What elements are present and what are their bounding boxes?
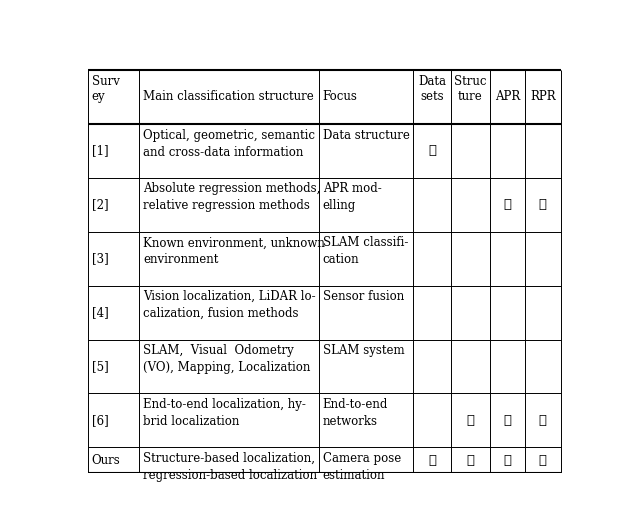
- Text: [2]: [2]: [92, 198, 108, 211]
- Text: Structure-based localization,
regression-based localization: Structure-based localization, regression…: [143, 452, 317, 482]
- Text: [1]: [1]: [92, 144, 108, 157]
- Text: Surv
ey: Surv ey: [92, 74, 120, 103]
- Text: SLAM,  Visual  Odometry
(VO), Mapping, Localization: SLAM, Visual Odometry (VO), Mapping, Loc…: [143, 344, 310, 374]
- Text: Data
sets: Data sets: [418, 74, 446, 103]
- Text: Absolute regression methods,
relative regression methods: Absolute regression methods, relative re…: [143, 182, 321, 212]
- Text: ✓: ✓: [539, 414, 547, 427]
- Text: [5]: [5]: [92, 360, 108, 373]
- Text: End-to-end
networks: End-to-end networks: [323, 398, 388, 428]
- Text: Vision localization, LiDAR lo-
calization, fusion methods: Vision localization, LiDAR lo- calizatio…: [143, 290, 316, 320]
- Text: ✓: ✓: [539, 198, 547, 211]
- Text: [6]: [6]: [92, 414, 108, 427]
- Text: RPR: RPR: [530, 90, 556, 103]
- Text: ✓: ✓: [428, 144, 436, 157]
- Text: Known environment, unknown
environment: Known environment, unknown environment: [143, 236, 325, 267]
- Text: ✓: ✓: [504, 454, 511, 467]
- Text: SLAM system: SLAM system: [323, 344, 404, 357]
- Text: End-to-end localization, hy-
brid localization: End-to-end localization, hy- brid locali…: [143, 398, 306, 428]
- Text: Sensor fusion: Sensor fusion: [323, 290, 404, 303]
- Text: APR: APR: [495, 90, 520, 103]
- Text: [3]: [3]: [92, 252, 108, 265]
- Text: ✓: ✓: [504, 198, 511, 211]
- Text: APR mod-
elling: APR mod- elling: [323, 182, 381, 212]
- Text: [4]: [4]: [92, 306, 108, 319]
- Text: SLAM classifi-
cation: SLAM classifi- cation: [323, 236, 408, 267]
- Text: Camera pose
estimation: Camera pose estimation: [323, 452, 401, 482]
- Text: ✓: ✓: [504, 414, 511, 427]
- Text: ✓: ✓: [467, 414, 474, 427]
- Text: Struc
ture: Struc ture: [454, 74, 486, 103]
- Text: ✓: ✓: [428, 454, 436, 467]
- Text: Focus: Focus: [323, 90, 358, 103]
- Text: Data structure: Data structure: [323, 129, 410, 142]
- Text: Main classification structure: Main classification structure: [143, 90, 314, 103]
- Text: ✓: ✓: [467, 454, 474, 467]
- Text: Optical, geometric, semantic
and cross-data information: Optical, geometric, semantic and cross-d…: [143, 129, 315, 159]
- Text: ✓: ✓: [539, 454, 547, 467]
- Text: Ours: Ours: [92, 454, 120, 467]
